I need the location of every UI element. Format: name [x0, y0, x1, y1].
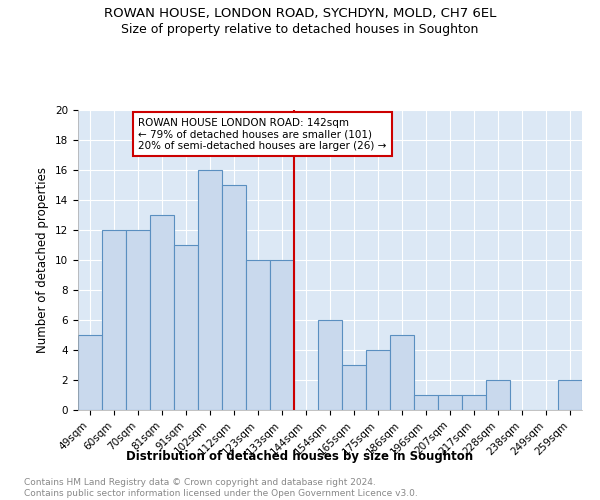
Text: ROWAN HOUSE, LONDON ROAD, SYCHDYN, MOLD, CH7 6EL: ROWAN HOUSE, LONDON ROAD, SYCHDYN, MOLD,… [104, 8, 496, 20]
Bar [174, 245, 198, 410]
Text: Contains HM Land Registry data © Crown copyright and database right 2024.
Contai: Contains HM Land Registry data © Crown c… [24, 478, 418, 498]
Bar [414, 395, 438, 410]
Bar [438, 395, 462, 410]
Bar [270, 260, 294, 410]
Bar [150, 215, 174, 410]
Bar [318, 320, 342, 410]
Bar [78, 335, 102, 410]
Text: ROWAN HOUSE LONDON ROAD: 142sqm
← 79% of detached houses are smaller (101)
20% o: ROWAN HOUSE LONDON ROAD: 142sqm ← 79% of… [138, 118, 386, 150]
Bar [246, 260, 270, 410]
Bar [126, 230, 150, 410]
Bar [366, 350, 390, 410]
Text: Distribution of detached houses by size in Soughton: Distribution of detached houses by size … [127, 450, 473, 463]
Text: Size of property relative to detached houses in Soughton: Size of property relative to detached ho… [121, 22, 479, 36]
Y-axis label: Number of detached properties: Number of detached properties [37, 167, 49, 353]
Bar [558, 380, 582, 410]
Bar [102, 230, 126, 410]
Bar [486, 380, 510, 410]
Bar [222, 185, 246, 410]
Bar [390, 335, 414, 410]
Bar [342, 365, 366, 410]
Bar [462, 395, 486, 410]
Bar [198, 170, 222, 410]
